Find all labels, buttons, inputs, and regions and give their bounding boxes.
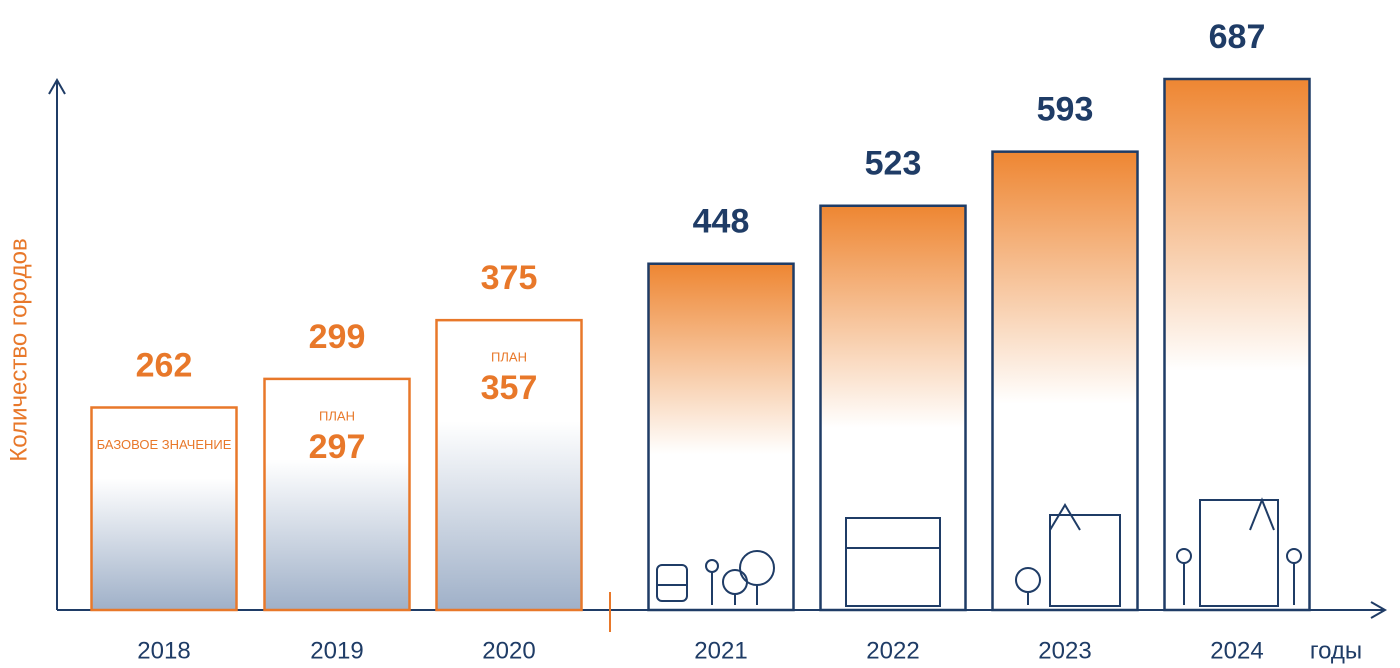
value-label: 593 (1037, 91, 1094, 129)
bar (821, 206, 966, 610)
value-label: 262 (136, 346, 193, 384)
value-label: 523 (865, 145, 922, 183)
value-label: 448 (693, 203, 750, 241)
x-tick-label: 2018 (137, 637, 190, 664)
value-label: 687 (1209, 18, 1266, 56)
value-label: 375 (481, 259, 538, 297)
chart: Количество городов годы 262 БАЗОВОЕ ЗНАЧЕ… (0, 0, 1400, 668)
bar (1165, 79, 1310, 610)
x-tick-label: 2023 (1038, 637, 1091, 664)
bar (993, 152, 1138, 610)
x-tick-label: 2024 (1210, 637, 1263, 664)
inner-label: БАЗОВОЕ ЗНАЧЕНИЕ (97, 437, 232, 452)
y-axis-label: Количество городов (5, 238, 32, 461)
inner-label: ПЛАН (319, 408, 355, 423)
x-tick-label: 2021 (694, 637, 747, 664)
plan-value: 357 (481, 369, 538, 407)
x-tick-label: 2019 (310, 637, 363, 664)
value-label: 299 (309, 318, 366, 356)
x-tick-label: 2022 (866, 637, 919, 664)
plan-value: 297 (309, 428, 366, 466)
x-tick-label: 2020 (482, 637, 535, 664)
x-axis-label: годы (1310, 637, 1362, 664)
inner-label: ПЛАН (491, 350, 527, 365)
